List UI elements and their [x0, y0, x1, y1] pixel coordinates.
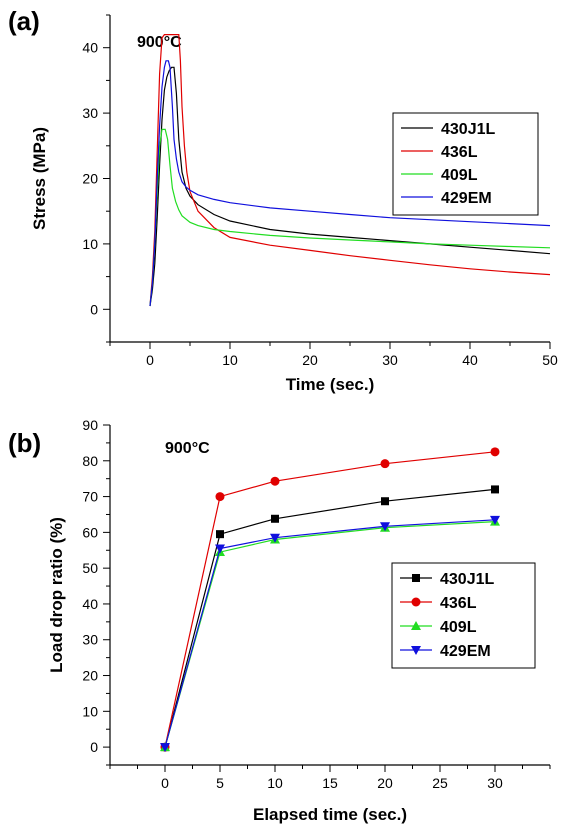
panel-b-y-tick-label: 10 — [82, 703, 98, 719]
panel-b-y-tick-label: 50 — [82, 560, 98, 576]
panel-b-x-tick-label: 5 — [216, 775, 224, 791]
panel-b-x-tick-label: 25 — [432, 775, 448, 791]
panel-b-y-tick-label: 20 — [82, 668, 98, 684]
panel-b-y-tick-label: 90 — [82, 417, 98, 433]
panel-a-series-line-429em — [149, 60, 551, 307]
panel-a-legend-label-409l: 409L — [441, 167, 478, 184]
panel-b-legend-marker-429em — [411, 646, 421, 655]
panel-b-legend-label-430j1l: 430J1L — [440, 571, 494, 588]
panel-a-x-tick-label: 10 — [222, 352, 238, 368]
panel-b-point-430j1l — [381, 497, 389, 506]
panel-b-point-429em — [490, 515, 500, 525]
panel-b-y-tick-label: 30 — [82, 632, 98, 648]
panel-a-legend-label-430j1l: 430J1L — [441, 121, 495, 138]
panel-b-point-429em — [270, 533, 280, 543]
panel-b-y-tick-label: 80 — [82, 453, 98, 469]
panel-b-y-tick-label: 70 — [82, 489, 98, 505]
panel-a-series-line-409l — [149, 128, 551, 307]
panel-a-label: (a) — [8, 6, 40, 36]
panel-b-x-tick-label: 30 — [487, 775, 503, 791]
panel-b-point-436l — [215, 492, 225, 502]
panel-a-y-tick-label: 40 — [82, 40, 98, 56]
panel-b-y-tick-label: 40 — [82, 596, 98, 612]
panel-a-y-tick-label: 30 — [82, 105, 98, 121]
panel-a-x-tick-label: 50 — [542, 352, 558, 368]
panel-b-label: (b) — [8, 428, 41, 458]
panel-b-point-429em — [160, 743, 170, 753]
panel-a-legend-label-436l: 436L — [441, 144, 478, 161]
panel-a-x-tick-label: 40 — [462, 352, 478, 368]
panel-b-point-430j1l — [216, 530, 224, 539]
panel-b-y-tick-label: 60 — [82, 524, 98, 540]
panel-a-series-line-430j1l — [149, 66, 551, 307]
panel-a-series-line-436l — [149, 33, 551, 307]
panel-b-y-axis-title: Load drop ratio (%) — [47, 517, 66, 673]
panel-b-legend-marker-430j1l — [412, 574, 420, 582]
panel-b-x-tick-label: 15 — [322, 775, 338, 791]
panel-a-y-axis-title: Stress (MPa) — [30, 127, 49, 230]
panel-b-legend-label-409l: 409L — [440, 619, 477, 636]
panel-b-x-tick-label: 0 — [161, 775, 169, 791]
panel-b-temperature-annotation: 900°C — [165, 440, 210, 457]
panel-b-legend-marker-409l — [411, 621, 421, 630]
panel-b-point-429em — [380, 522, 390, 532]
panel-b-y-tick-label: 0 — [90, 739, 98, 755]
panel-a-y-tick-label: 0 — [90, 301, 98, 317]
panel-a-y-tick-label: 10 — [82, 236, 98, 252]
panel-b-point-436l — [270, 476, 280, 486]
panel-a-legend-label-429em: 429EM — [441, 190, 492, 207]
panel-a-x-axis-title: Time (sec.) — [286, 375, 375, 394]
panel-a-x-tick-label: 0 — [146, 352, 154, 368]
panel-b-point-436l — [380, 459, 390, 469]
panel-b-x-axis-title: Elapsed time (sec.) — [253, 805, 407, 824]
panel-b-point-430j1l — [271, 514, 279, 523]
panel-b-x-tick-label: 20 — [377, 775, 393, 791]
panel-b-legend-marker-436l — [411, 597, 421, 607]
panel-b-point-436l — [490, 447, 500, 457]
panel-a-legend-box — [392, 112, 539, 216]
panel-b-point-429em — [215, 544, 225, 554]
panel-b-legend-label-429em: 429EM — [440, 643, 491, 660]
panel-a-x-tick-label: 30 — [382, 352, 398, 368]
panel-b-point-430j1l — [491, 485, 499, 494]
panel-a-temperature-annotation: 900°C — [137, 34, 182, 51]
panel-b-legend-label-436l: 436L — [440, 595, 477, 612]
panel-a-y-tick-label: 20 — [82, 171, 98, 187]
panel-b-x-tick-label: 10 — [267, 775, 283, 791]
panel-a-x-tick-label: 20 — [302, 352, 318, 368]
